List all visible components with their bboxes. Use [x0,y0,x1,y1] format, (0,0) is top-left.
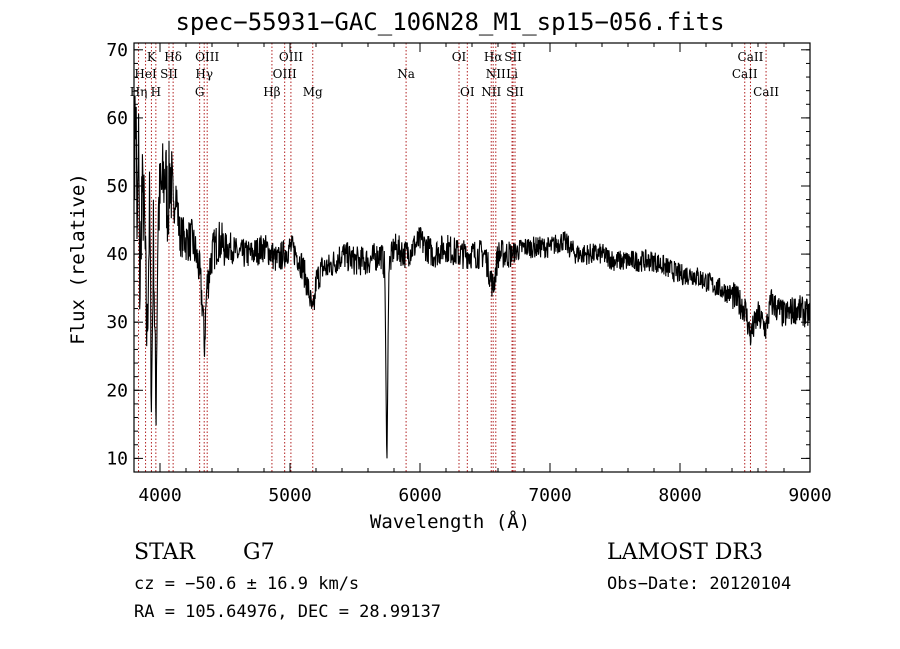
object-type: STAR [134,540,195,565]
marker-label-0: K [147,50,157,64]
x-axis-label: Wavelength (Å) [369,511,531,533]
marker-label-8: HeI [134,67,157,81]
marker-label-21: OI [460,85,475,99]
x-tick-label-0: 4000 [138,485,181,506]
marker-label-11: OIII [273,67,297,81]
marker-label-12: Na [397,67,415,81]
marker-label-2: OIII [195,50,219,64]
marker-label-14: Li [506,67,518,81]
spectral-subclass: G7 [243,540,275,565]
x-tick-label-4: 8000 [658,485,701,506]
y-tick-label-5: 60 [106,108,128,129]
marker-label-22: NII [481,85,501,99]
marker-label-10: Hγ [195,67,213,81]
x-tick-label-2: 6000 [398,485,441,506]
x-tick-label-3: 7000 [528,485,571,506]
marker-label-6: SII [504,50,522,64]
x-tick-label-5: 9000 [788,485,831,506]
marker-label-7: CaII [738,50,764,64]
marker-label-16: Hη [130,85,148,99]
marker-label-1: Hδ [164,50,182,64]
y-tick-label-2: 30 [106,312,128,333]
coordinates: RA = 105.64976, DEC = 28.99137 [134,602,442,622]
redshift-velocity: cz = −50.6 ± 16.9 km/s [134,574,360,594]
marker-label-13: NII [486,67,506,81]
marker-label-19: Hβ [263,85,280,99]
y-tick-label-0: 10 [106,448,128,469]
y-tick-label-4: 50 [106,176,128,197]
y-tick-label-1: 20 [106,380,128,401]
marker-label-4: OI [452,50,467,64]
marker-label-18: G [195,85,205,99]
y-tick-label-6: 70 [106,40,128,61]
y-axis-label: Flux (relative) [67,173,89,345]
plot-frame [133,42,811,473]
survey-name: LAMOST DR3 [607,540,763,565]
marker-label-20: Mg [303,85,323,99]
marker-label-5: Hα [484,50,503,64]
y-tick-label-3: 40 [106,244,128,265]
marker-label-9: SII [160,67,178,81]
marker-label-15: CaII [732,67,758,81]
observation-date: Obs−Date: 20120104 [607,574,792,594]
chart-title: spec−55931−GAC_106N28_M1_sp15−056.fits [175,8,725,36]
marker-label-17: H [151,85,161,99]
spectrum-line [134,95,811,459]
marker-label-24: CaII [753,85,779,99]
marker-label-23: SII [506,85,524,99]
x-tick-label-1: 5000 [268,485,311,506]
marker-label-3: OIII [279,50,303,64]
